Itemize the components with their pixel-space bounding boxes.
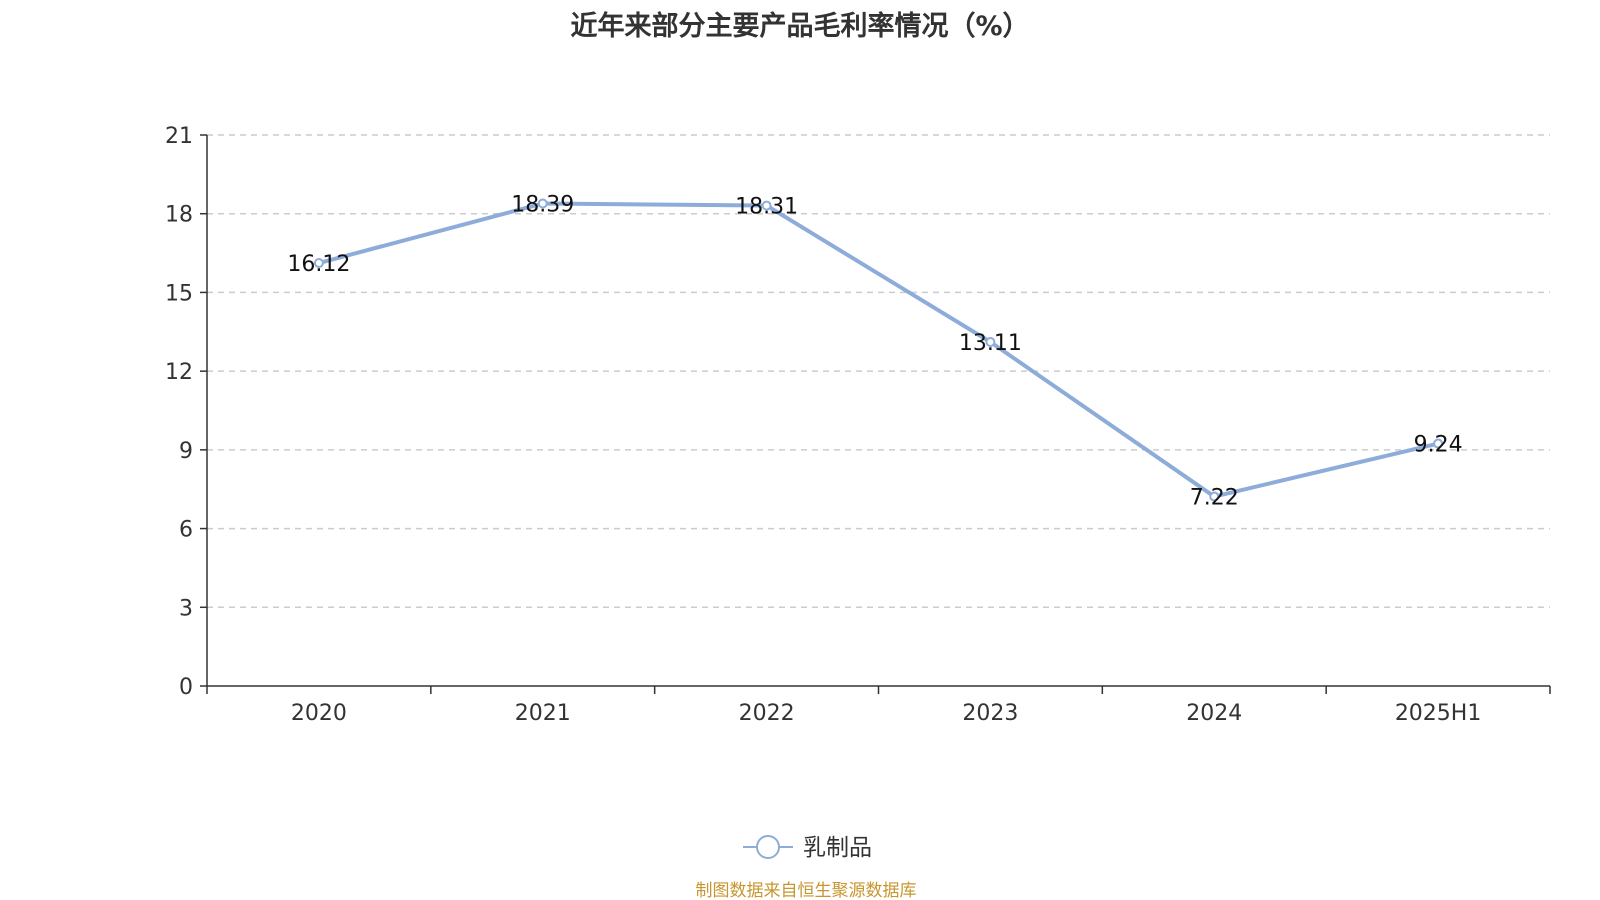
data-label: 16.12	[287, 252, 350, 277]
y-tick-label: 0	[179, 675, 193, 700]
x-tick-label: 2025H1	[1395, 701, 1482, 726]
data-point[interactable]	[1433, 438, 1444, 449]
x-tick-label: 2024	[1186, 701, 1242, 726]
series-layer	[313, 198, 1444, 502]
source-note: 制图数据来自恒生聚源数据库	[696, 881, 917, 900]
data-label: 18.39	[511, 192, 574, 217]
series-line	[316, 201, 1441, 499]
grid-lines	[207, 134, 1550, 609]
y-tick-label: 6	[179, 518, 193, 543]
y-tick-label: 15	[165, 281, 193, 306]
chart-title: 近年来部分主要产品毛利率情况（%）	[570, 11, 1030, 42]
y-tick-label: 3	[179, 596, 193, 621]
x-tick-label: 2022	[739, 701, 795, 726]
data-label: 9.24	[1414, 433, 1463, 458]
data-label: 13.11	[959, 331, 1022, 356]
y-tick-label: 12	[165, 360, 193, 385]
data-point[interactable]	[1209, 491, 1220, 502]
data-point[interactable]	[537, 198, 548, 209]
data-labels: 16.12 18.39 18.31 13.11 7.22 9.24	[287, 192, 1462, 510]
y-tick-label: 21	[165, 124, 193, 149]
legend[interactable]: 乳制品	[743, 835, 872, 861]
data-point[interactable]	[985, 337, 996, 348]
legend-label: 乳制品	[803, 835, 872, 861]
data-label: 7.22	[1190, 486, 1239, 511]
legend-marker	[756, 835, 780, 859]
y-tick-label: 18	[165, 203, 193, 228]
x-tick-label: 2023	[962, 701, 1018, 726]
axes: 0 3 6 9 12 15 18 21 2020 2021 2022 2023 2024 2025H1	[165, 124, 1551, 726]
y-tick-label: 9	[179, 439, 193, 464]
data-point[interactable]	[761, 200, 772, 211]
data-label: 18.31	[735, 195, 798, 220]
x-tick-label: 2021	[515, 701, 571, 726]
x-tick-label: 2020	[291, 701, 347, 726]
data-point[interactable]	[313, 258, 324, 269]
